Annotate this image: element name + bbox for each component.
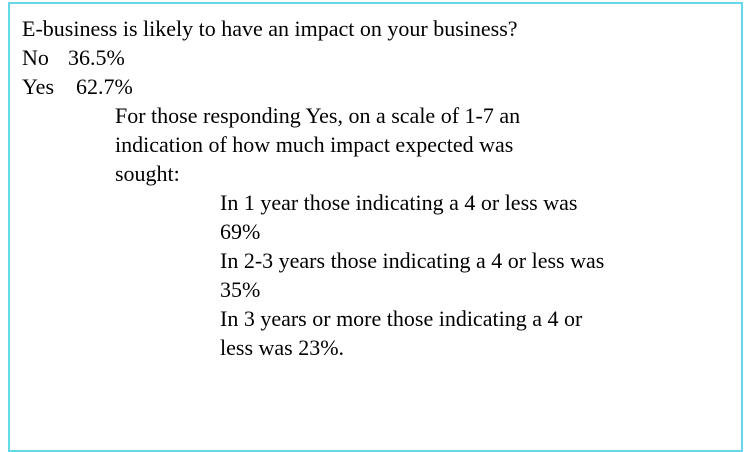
result-line: 35% [220, 277, 261, 302]
answer-share: 62.7% [76, 74, 133, 99]
result-line: less was 23%. [220, 335, 345, 360]
result-line: 69% [220, 219, 261, 244]
followup-line: For those responding Yes, on a scale of … [115, 103, 521, 128]
question: E-business is likely to have an impact o… [22, 16, 518, 41]
answer-label: No [22, 45, 49, 70]
result-line: In 2-3 years those indicating a 4 or les… [220, 248, 605, 273]
answer-share: 36.5% [68, 45, 125, 70]
text-box: E-business is likely to have an impact o… [8, 2, 743, 452]
result-line: In 1 year those indicating a 4 or less w… [220, 190, 578, 215]
result-line: In 3 years or more those indicating a 4 … [220, 306, 583, 331]
answer-label: Yes [22, 74, 55, 99]
followup-line: sought: [115, 161, 180, 186]
followup-line: indication of how much impact expected w… [115, 132, 514, 157]
